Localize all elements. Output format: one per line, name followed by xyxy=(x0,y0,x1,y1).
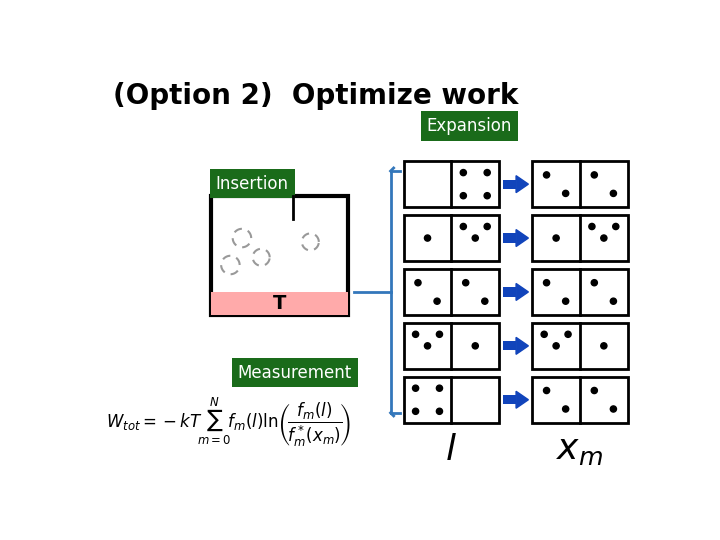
FancyBboxPatch shape xyxy=(532,269,628,315)
FancyBboxPatch shape xyxy=(404,215,499,261)
FancyBboxPatch shape xyxy=(404,269,499,315)
Polygon shape xyxy=(516,338,528,354)
Circle shape xyxy=(434,298,440,304)
Circle shape xyxy=(436,385,443,392)
Circle shape xyxy=(460,193,467,199)
Polygon shape xyxy=(516,230,528,247)
Circle shape xyxy=(415,280,421,286)
Circle shape xyxy=(413,331,418,338)
Text: (Option 2)  Optimize work: (Option 2) Optimize work xyxy=(113,82,518,110)
Text: $x_m$: $x_m$ xyxy=(557,433,603,467)
FancyBboxPatch shape xyxy=(404,377,499,423)
Circle shape xyxy=(425,343,431,349)
Circle shape xyxy=(611,298,616,304)
Text: Expansion: Expansion xyxy=(426,117,512,135)
Circle shape xyxy=(460,170,467,176)
Text: Measurement: Measurement xyxy=(238,363,352,382)
Circle shape xyxy=(484,224,490,230)
FancyBboxPatch shape xyxy=(532,215,628,261)
Text: $l$: $l$ xyxy=(446,433,457,467)
FancyBboxPatch shape xyxy=(404,323,499,369)
Circle shape xyxy=(553,343,559,349)
Circle shape xyxy=(436,331,443,338)
Circle shape xyxy=(463,280,469,286)
FancyBboxPatch shape xyxy=(503,395,516,404)
Circle shape xyxy=(425,235,431,241)
Circle shape xyxy=(413,385,418,392)
Circle shape xyxy=(591,280,598,286)
Polygon shape xyxy=(516,284,528,300)
FancyBboxPatch shape xyxy=(503,179,516,189)
Circle shape xyxy=(472,343,478,349)
FancyBboxPatch shape xyxy=(532,161,628,207)
Circle shape xyxy=(460,224,467,230)
Circle shape xyxy=(472,235,478,241)
Circle shape xyxy=(482,298,488,304)
Circle shape xyxy=(484,170,490,176)
Polygon shape xyxy=(516,176,528,193)
Text: T: T xyxy=(273,294,287,313)
Circle shape xyxy=(553,235,559,241)
Circle shape xyxy=(562,298,569,304)
Circle shape xyxy=(544,387,549,394)
FancyBboxPatch shape xyxy=(532,377,628,423)
Circle shape xyxy=(589,224,595,230)
Circle shape xyxy=(591,172,598,178)
Circle shape xyxy=(611,406,616,412)
FancyBboxPatch shape xyxy=(211,292,348,315)
Circle shape xyxy=(253,249,270,266)
Circle shape xyxy=(484,193,490,199)
Polygon shape xyxy=(516,392,528,408)
Circle shape xyxy=(221,256,240,274)
FancyBboxPatch shape xyxy=(503,287,516,296)
Circle shape xyxy=(413,408,418,414)
Circle shape xyxy=(436,408,443,414)
Circle shape xyxy=(565,331,571,338)
Circle shape xyxy=(544,280,549,286)
FancyBboxPatch shape xyxy=(211,195,348,315)
Circle shape xyxy=(562,406,569,412)
Circle shape xyxy=(611,190,616,197)
Circle shape xyxy=(613,224,619,230)
Circle shape xyxy=(562,190,569,197)
FancyBboxPatch shape xyxy=(404,161,499,207)
Text: $W_{tot} = -kT\!\sum_{m=0}^{N}\! f_m(l)\ln\!\left(\!\dfrac{f_m(l)}{f_m^*(x_m)}\!: $W_{tot} = -kT\!\sum_{m=0}^{N}\! f_m(l)\… xyxy=(106,396,351,449)
FancyBboxPatch shape xyxy=(503,341,516,350)
FancyBboxPatch shape xyxy=(503,233,516,242)
Circle shape xyxy=(600,235,607,241)
FancyBboxPatch shape xyxy=(532,323,628,369)
Circle shape xyxy=(544,172,549,178)
Circle shape xyxy=(600,343,607,349)
Circle shape xyxy=(591,387,598,394)
Text: Insertion: Insertion xyxy=(216,174,289,193)
Circle shape xyxy=(541,331,547,338)
Circle shape xyxy=(233,229,251,247)
Circle shape xyxy=(302,233,319,251)
